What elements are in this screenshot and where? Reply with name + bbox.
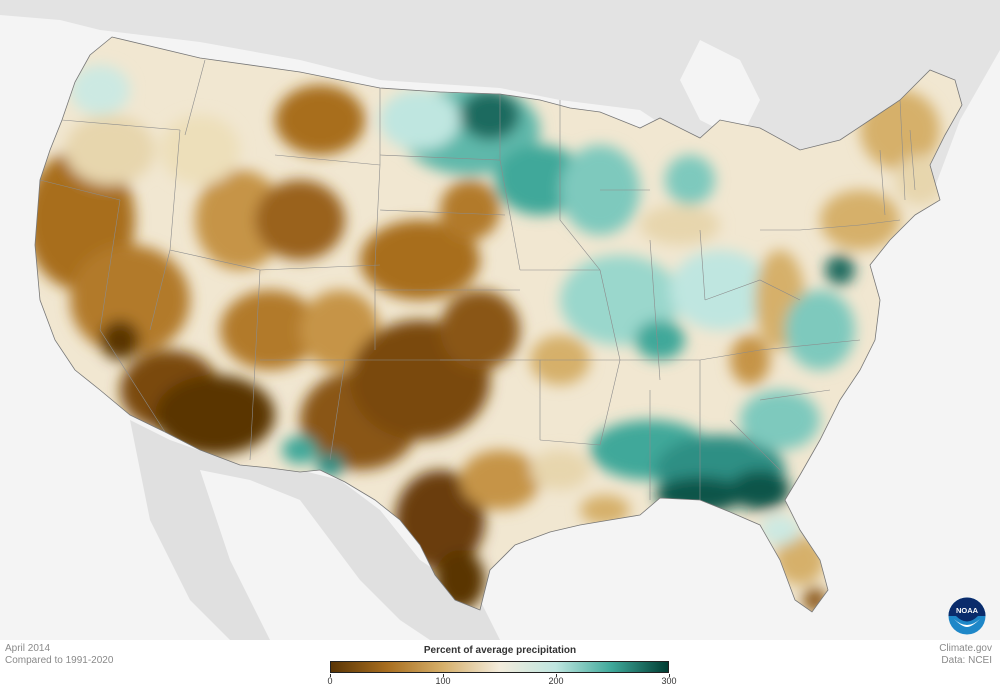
legend-color-bar (330, 661, 669, 673)
caption-baseline: Compared to 1991-2020 (5, 655, 114, 666)
legend-tick-label: 100 (435, 676, 451, 686)
legend-tick-mark (555, 674, 557, 677)
map-caption: April 2014 Compared to 1991-2020 (5, 643, 113, 667)
credit-data: Data: NCEI (941, 655, 992, 666)
footer: April 2014 Compared to 1991-2020 Percent… (0, 640, 1000, 690)
caption-date: April 2014 (5, 643, 51, 654)
legend-tick-label: 0 (327, 676, 333, 686)
legend-tick-mark (668, 674, 670, 677)
noaa-logo: NOAA (948, 597, 986, 635)
precipitation-map: NOAA (0, 0, 1000, 640)
legend-title: Percent of average precipitation (423, 645, 577, 656)
credits: Climate.gov Data: NCEI (939, 643, 992, 667)
map-svg (0, 0, 1000, 640)
credit-site: Climate.gov (939, 643, 992, 654)
legend-tick-label: 200 (548, 676, 564, 686)
state-boundaries (34, 36, 963, 613)
svg-text:NOAA: NOAA (956, 606, 979, 615)
legend-tick-mark (442, 674, 444, 677)
legend-tick-label: 300 (661, 676, 677, 686)
legend-tick-mark (329, 674, 331, 677)
